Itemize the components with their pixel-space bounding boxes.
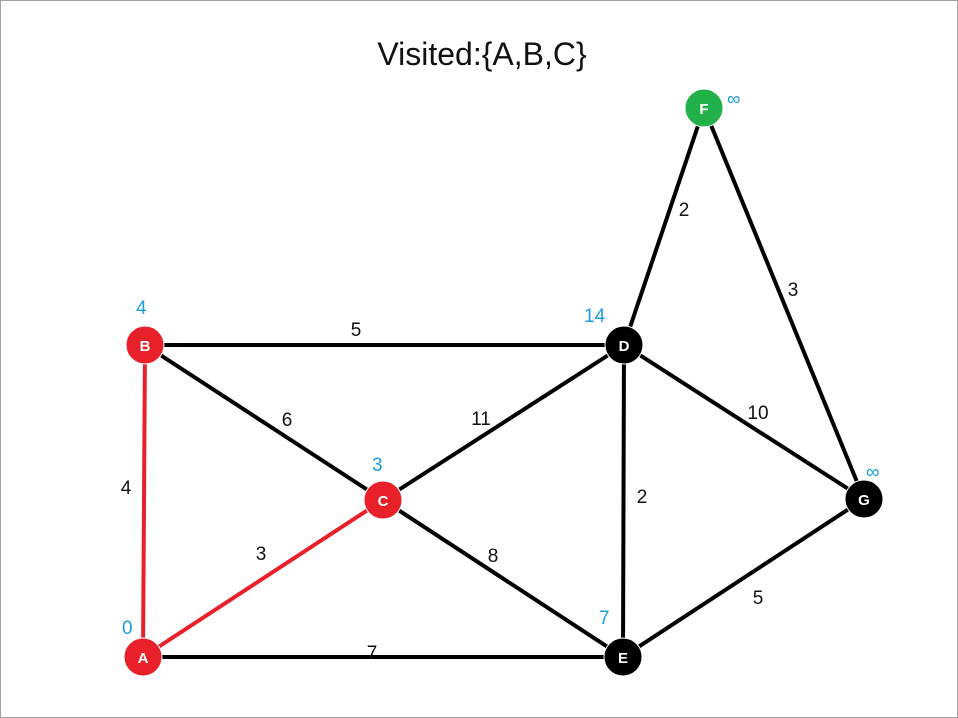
node-distance-g: ∞ — [866, 462, 880, 483]
edge-weight-f-g: 3 — [788, 280, 799, 301]
edge-weight-c-d: 11 — [471, 409, 491, 430]
node-distance-d: 14 — [584, 306, 606, 327]
edge-b-a — [141, 343, 147, 659]
edge-c-d — [381, 343, 626, 502]
node-circle-a — [123, 637, 163, 677]
node-c: C — [363, 480, 403, 520]
node-distance-e: 7 — [599, 608, 610, 629]
weights-layer: 5 4 6 3 7 11 8 2 2 10 3 5 — [121, 200, 799, 664]
node-circle-g — [844, 479, 884, 519]
node-circle-e — [603, 637, 643, 677]
edge-weight-a-c: 3 — [256, 544, 267, 565]
node-g: G — [844, 479, 884, 519]
edge-e-g — [621, 497, 866, 659]
node-distance-f: ∞ — [727, 89, 741, 110]
edge-weight-b-a: 4 — [121, 478, 132, 499]
edge-weight-b-c: 6 — [282, 410, 293, 431]
distances-layer: 0 4 3 14 7 ∞ ∞ — [122, 89, 880, 639]
node-circle-d — [604, 325, 644, 365]
edge-d-g — [622, 343, 866, 501]
node-circle-b — [125, 325, 165, 365]
edge-a-c — [141, 498, 385, 659]
node-distance-b: 4 — [136, 298, 147, 319]
node-label-f: F — [699, 101, 708, 118]
node-d: D — [604, 325, 644, 365]
edge-b-c — [143, 343, 385, 502]
node-circle-f — [684, 88, 724, 128]
edge-weight-d-e: 2 — [637, 487, 648, 508]
node-distance-a: 0 — [122, 618, 133, 639]
node-circle-c — [363, 480, 403, 520]
edge-weight-e-g: 5 — [753, 588, 764, 609]
edge-f-g — [702, 106, 866, 501]
node-f: F — [684, 88, 724, 128]
node-b: B — [125, 325, 165, 365]
nodes-layer: A B C D E F G — [123, 88, 884, 677]
edge-weight-a-e: 7 — [367, 643, 378, 664]
edge-weight-d-g: 10 — [747, 403, 768, 424]
node-label-c: C — [378, 493, 389, 510]
node-label-d: D — [619, 338, 630, 355]
node-label-g: G — [858, 492, 870, 509]
edge-weight-c-e: 8 — [488, 546, 499, 567]
node-a: A — [123, 637, 163, 677]
edge-weight-b-d: 5 — [351, 320, 362, 341]
edge-c-e — [381, 498, 625, 659]
edge-weight-d-f: 2 — [679, 200, 690, 221]
edge-d-e — [621, 343, 626, 659]
node-label-a: A — [138, 650, 149, 667]
diagram-title: Visited:{A,B,C} — [377, 36, 587, 72]
edges-layer — [141, 106, 866, 659]
node-label-b: B — [140, 338, 151, 355]
node-e: E — [603, 637, 643, 677]
node-distance-c: 3 — [372, 455, 383, 476]
node-label-e: E — [618, 650, 628, 667]
edge-d-f — [622, 106, 706, 347]
